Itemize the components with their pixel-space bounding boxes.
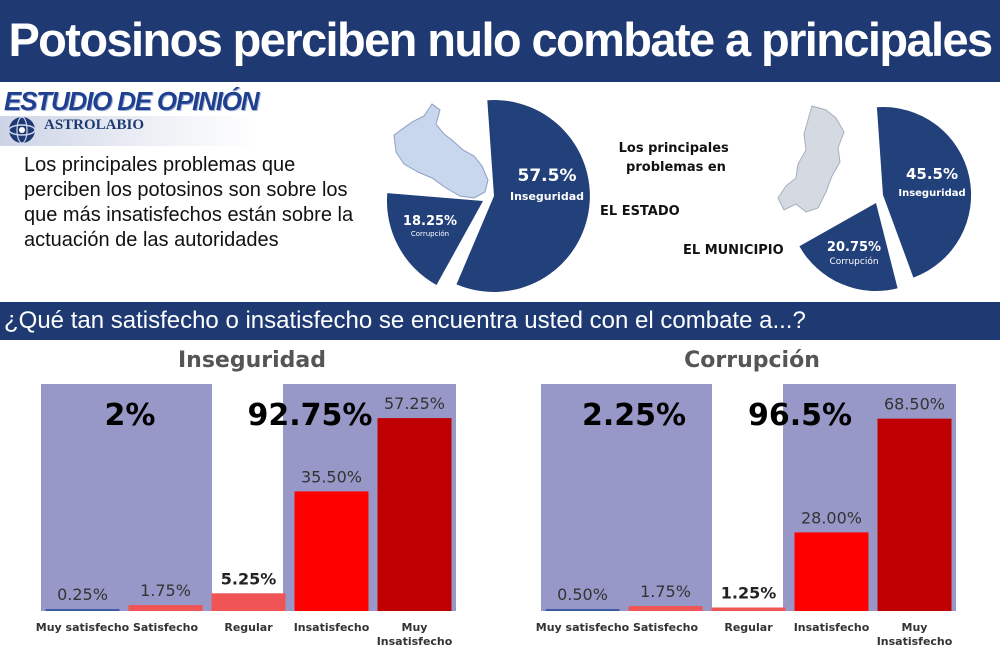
category-label: Insatisfecho xyxy=(294,621,370,634)
pie-slice-label: Corrupción xyxy=(411,230,449,238)
category-label: Muy satisfecho xyxy=(536,621,630,634)
title-banner xyxy=(0,0,1000,82)
pie-charts-area: 57.5% Inseguridad 18.25% Corrupción 45.5… xyxy=(386,99,972,292)
pie-slice-inseguridad xyxy=(456,99,590,292)
satisfied-panel xyxy=(41,384,212,611)
category-label: Insatisfecho xyxy=(377,635,453,648)
question-band xyxy=(0,302,1000,340)
state-map-shape xyxy=(393,103,489,199)
pie-slice-corrupcion xyxy=(386,193,483,285)
question-text: ¿Qué tan satisfecho o insatisfecho se en… xyxy=(4,307,806,334)
category-label: Satisfecho xyxy=(133,621,199,634)
pie-value-label: 45.5% xyxy=(906,165,958,183)
municipality-map-shape xyxy=(777,105,845,213)
pies-heading-line: Los principales xyxy=(619,141,729,156)
bar-value-label: 57.25% xyxy=(384,394,445,413)
category-label: Muy xyxy=(902,621,928,634)
astrolabe-icon xyxy=(8,116,36,144)
logo-title: ESTUDIO DE OPINIÓN xyxy=(4,86,260,116)
bar-regular xyxy=(211,593,286,611)
logo-band xyxy=(0,116,258,146)
bar-value-label: 0.25% xyxy=(57,585,108,604)
pie-estado: 57.5% Inseguridad 18.25% Corrupción xyxy=(386,99,590,292)
chart-title: Inseguridad xyxy=(178,348,326,373)
category-label: Insatisfecho xyxy=(794,621,870,634)
bar-value-label: 1.75% xyxy=(640,582,691,601)
page-title: Potosinos perciben nulo combate a princi… xyxy=(8,13,993,138)
bar-value-label: 0.50% xyxy=(557,585,608,604)
bar-insatisfecho xyxy=(794,532,869,611)
pies-heading-line: problemas en xyxy=(626,160,726,175)
bar-regular xyxy=(711,607,786,611)
pie-value-label: 20.75% xyxy=(827,240,881,255)
bar-muy-satisfecho xyxy=(45,609,120,611)
estudio-de-opinion-logo: ESTUDIO DE OPINIÓN ASTROLABIO xyxy=(0,84,262,146)
bar-muy-insatisfecho xyxy=(877,418,952,611)
satisfied-total-label: 2% xyxy=(105,398,156,433)
bar-satisfecho xyxy=(628,606,703,611)
bar-value-label: 35.50% xyxy=(301,467,362,486)
bar-insatisfecho xyxy=(294,491,369,611)
satisfied-total-label: 2.25% xyxy=(582,398,686,433)
category-label: Regular xyxy=(224,621,273,634)
bar-value-label: 28.00% xyxy=(801,508,862,527)
pie-slice-label: Inseguridad xyxy=(898,188,965,199)
bar-muy-insatisfecho xyxy=(377,418,452,611)
location-label-municipio: EL MUNICIPIO xyxy=(683,243,784,258)
location-label-estado: EL ESTADO xyxy=(600,204,680,219)
category-label: Satisfecho xyxy=(633,621,699,634)
pie-value-label: 57.5% xyxy=(518,166,577,186)
pie-slice-label: Inseguridad xyxy=(510,190,584,203)
bar-value-label: 1.25% xyxy=(721,583,777,602)
bar-muy-satisfecho xyxy=(545,609,620,611)
dissatisfied-total-label: 92.75% xyxy=(248,398,373,433)
category-label: Muy satisfecho xyxy=(36,621,130,634)
pie-slice-inseguridad xyxy=(876,106,972,278)
intro-text: Los principales problemas que perciben l… xyxy=(24,154,354,251)
pie-slice-corrupcion xyxy=(799,203,898,291)
pie-municipio: 45.5% Inseguridad 20.75% Corrupción xyxy=(799,106,972,291)
pie-value-label: 18.25% xyxy=(403,214,457,229)
logo-brand: ASTROLABIO xyxy=(44,117,145,133)
pie-slice-label: Corrupción xyxy=(829,256,878,267)
bar-value-label: 1.75% xyxy=(140,581,191,600)
chart-title: Corrupción xyxy=(684,348,820,373)
category-label: Regular xyxy=(724,621,773,634)
bar-value-label: 68.50% xyxy=(884,395,945,414)
category-label: Insatisfecho xyxy=(877,635,953,648)
satisfied-panel xyxy=(541,384,712,611)
bar-value-label: 5.25% xyxy=(221,569,277,588)
category-label: Muy xyxy=(402,621,428,634)
dissatisfied-total-label: 96.5% xyxy=(748,398,852,433)
bar-satisfecho xyxy=(128,605,203,611)
pies-heading: Los principales problemas en xyxy=(619,141,734,175)
